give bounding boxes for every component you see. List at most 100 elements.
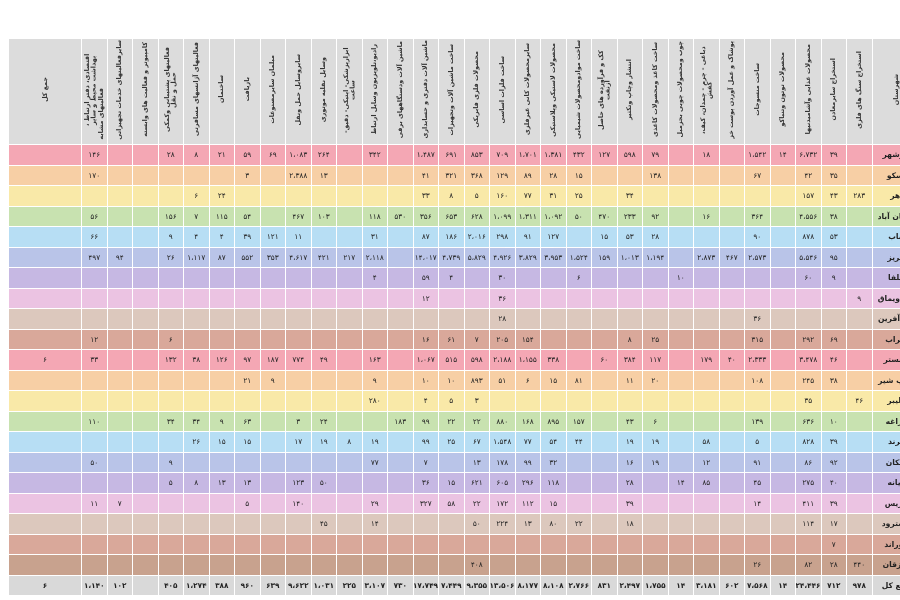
table-cell xyxy=(183,287,210,309)
table-cell xyxy=(540,533,567,555)
table-cell: ۱۵۷ xyxy=(795,185,822,207)
table-cell: ۱۹ xyxy=(616,431,643,453)
table-cell: ۴۹ xyxy=(310,349,337,371)
table-cell xyxy=(387,369,414,391)
table-cell: ۱۶ xyxy=(412,328,439,350)
table-cell: ۸۲۸ xyxy=(795,431,822,453)
table-cell xyxy=(259,410,286,432)
city-name: اهر xyxy=(871,185,900,207)
table-cell: ۲۶ xyxy=(157,246,184,268)
table-cell xyxy=(591,328,618,350)
table-cell: ۱،۰۹۹ xyxy=(489,205,516,227)
table-cell xyxy=(208,390,235,412)
table-cell xyxy=(259,472,286,494)
table-cell xyxy=(208,328,235,350)
column-header: استخراج سنگ های فلزی xyxy=(846,38,873,145)
table-cell xyxy=(132,451,159,473)
table-cell: ۳۹ xyxy=(234,226,261,248)
table-cell xyxy=(667,246,694,268)
table-cell: ۴۱ xyxy=(412,164,439,186)
table-cell: ۴۳۲ xyxy=(565,144,592,166)
column-header-label: ساخت ماشین آلات وتجهیزات xyxy=(446,43,455,136)
header-row: شهرستان استخراج سنگ های فلزی استخراج سایرم… xyxy=(8,38,900,145)
table-cell: ۱۰ xyxy=(820,410,847,432)
table-cell xyxy=(591,431,618,453)
table-cell: ۸۵ xyxy=(693,472,720,494)
table-cell xyxy=(718,513,745,535)
column-header: رادیو،تلویزیون وسایل ارتباط xyxy=(361,38,388,145)
table-cell: ۲۴۵ xyxy=(795,369,822,391)
table-cell xyxy=(132,308,159,330)
table-cell xyxy=(157,431,184,453)
table-cell xyxy=(591,267,618,289)
table-cell xyxy=(565,492,592,514)
table-cell xyxy=(769,451,796,473)
table-cell: ۱۶۸ xyxy=(514,410,541,432)
table-cell xyxy=(336,492,363,514)
table-cell: ۱۳ xyxy=(514,513,541,535)
table-cell xyxy=(387,554,414,576)
table-cell xyxy=(259,451,286,473)
table-cell: ۲۹ xyxy=(361,492,388,514)
table-cell: ۵۹ xyxy=(234,144,261,166)
table-cell xyxy=(667,308,694,330)
column-header: محصولات لاستیکی وپلاستیکی xyxy=(540,38,567,145)
table-cell: ۲۴،۴۴۶ xyxy=(795,574,822,596)
table-cell xyxy=(8,410,82,432)
table-cell: ۳۵۶ xyxy=(412,205,439,227)
table-row: هریس۳۹۴۱۱۱۴۳۹۱۵۱۱۲۱۷۲۲۲۵۸۳۲۷۲۹۱۴۰۵۷۱۱۱،۳… xyxy=(8,492,900,514)
table-cell xyxy=(667,390,694,412)
table-cell: ۴ xyxy=(208,226,235,248)
table-cell xyxy=(81,513,108,535)
table-cell: ۲،۷۶۶ xyxy=(565,574,592,596)
table-cell: ۹۱ xyxy=(514,226,541,248)
table-cell xyxy=(591,164,618,186)
column-header-label: محصولات لاستیکی وپلاستیکی xyxy=(548,42,557,137)
table-cell xyxy=(616,308,643,330)
table-cell xyxy=(412,533,439,555)
table-cell xyxy=(106,533,133,555)
city-name: بناب xyxy=(871,226,900,248)
column-header-label: ساخت منسوجات xyxy=(752,63,761,116)
table-cell xyxy=(8,369,82,391)
table-cell xyxy=(336,410,363,432)
table-cell: ۲،۱۱۸ xyxy=(361,246,388,268)
table-cell: ۲۱ xyxy=(234,369,261,391)
table-cell: ۸ xyxy=(336,431,363,453)
table-cell xyxy=(132,246,159,268)
table-cell: ۹۹ xyxy=(412,431,439,453)
table-cell xyxy=(259,554,286,576)
table-cell xyxy=(285,513,312,535)
table-cell xyxy=(234,308,261,330)
table-cell: ۲،۵۷۳ xyxy=(744,246,771,268)
table-cell xyxy=(8,144,82,166)
table-cell xyxy=(183,451,210,473)
table-cell xyxy=(744,185,771,207)
column-header: کامپیوتر و فعالیت های وابسته xyxy=(132,38,159,145)
table-cell xyxy=(540,390,567,412)
table-cell xyxy=(591,554,618,576)
table-cell: ۸،۱۷۷ xyxy=(514,574,541,596)
table-cell: ۲۰۵ xyxy=(489,328,516,350)
table-cell xyxy=(744,267,771,289)
table-cell xyxy=(259,431,286,453)
table-cell: ۱۵۷ xyxy=(565,410,592,432)
table-cell xyxy=(591,369,618,391)
table-cell: ۲،۳۸۸ xyxy=(285,164,312,186)
table-cell xyxy=(667,533,694,555)
column-header-label: ماشین آلات ودستگاههای برقی xyxy=(395,40,404,139)
table-cell: ۱۴،۰۱۷ xyxy=(412,246,439,268)
table-cell: ۱۵ xyxy=(438,472,465,494)
table-cell: ۱۴ xyxy=(744,492,771,514)
table-cell: ۱۵ xyxy=(540,369,567,391)
table-cell: ۲۳۳ xyxy=(616,205,643,227)
table-cell: ۷۷ xyxy=(361,451,388,473)
table-cell xyxy=(693,226,720,248)
table-cell xyxy=(336,205,363,227)
column-header: استخراج سایرمعادن xyxy=(820,38,847,145)
table-cell xyxy=(183,164,210,186)
table-cell: ۱۲ xyxy=(81,328,108,350)
table-cell xyxy=(8,390,82,412)
table-cell: ۲۸ xyxy=(820,554,847,576)
table-cell: ۲۱۷ xyxy=(336,246,363,268)
